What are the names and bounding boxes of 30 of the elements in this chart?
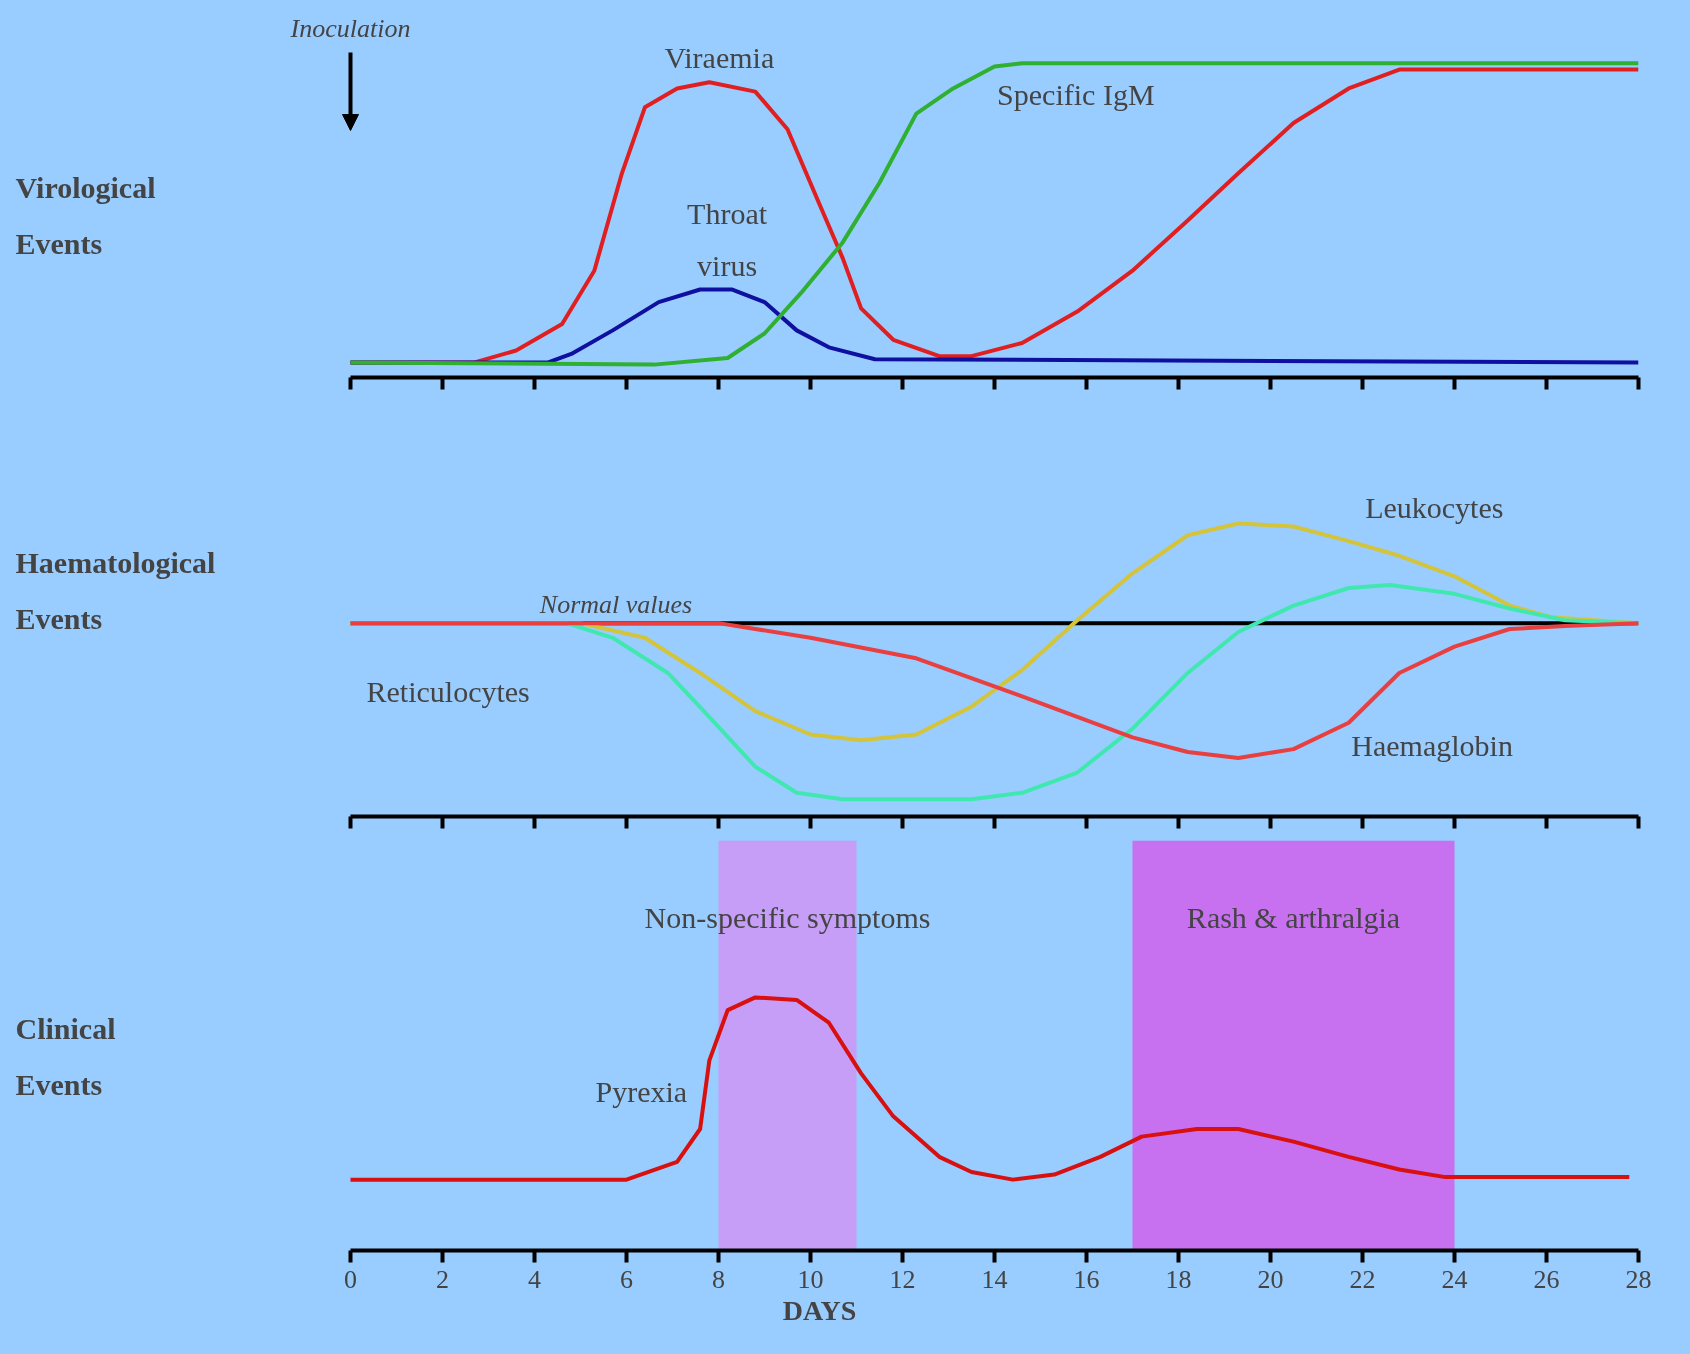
x-tick-label: 10	[797, 1264, 824, 1294]
y-axis-title: Haematological Events	[15, 545, 216, 636]
x-tick-label: 4	[528, 1264, 541, 1294]
x-tick-label: 8	[712, 1264, 725, 1294]
ref-line-label: Normal values	[538, 590, 693, 620]
series-label: Leukocytes	[1365, 491, 1504, 525]
series-label: Throat virus	[687, 196, 768, 283]
band-label: Rash & arthralgia	[1186, 900, 1401, 934]
x-tick-label: 20	[1257, 1264, 1284, 1294]
series-label: Specific IgM	[997, 77, 1155, 111]
series-label: Pyrexia	[595, 1074, 688, 1108]
band-label: Non-specific symptoms	[644, 900, 931, 934]
y-axis-title: Virological Events	[15, 170, 156, 261]
x-tick-label: 16	[1073, 1264, 1100, 1294]
x-tick-label: 2	[436, 1264, 449, 1294]
x-tick-label: 6	[620, 1264, 633, 1294]
series-label: Haemaglobin	[1351, 729, 1513, 763]
x-tick-label: 18	[1165, 1264, 1192, 1294]
x-tick-label: 24	[1441, 1264, 1468, 1294]
x-tick-label: 14	[981, 1264, 1008, 1294]
series-label: Viraemia	[664, 40, 775, 74]
x-tick-label: 12	[889, 1264, 916, 1294]
x-tick-label: 26	[1533, 1264, 1560, 1294]
x-axis-title: DAYS	[782, 1294, 857, 1326]
x-tick-label: 0	[344, 1264, 357, 1294]
text: Inoculation	[289, 14, 411, 43]
y-axis-title: Clinical Events	[15, 1011, 116, 1102]
x-tick-label: 22	[1349, 1264, 1376, 1294]
series-label: Reticulocytes	[366, 674, 530, 708]
x-tick-label: 28	[1625, 1264, 1652, 1294]
